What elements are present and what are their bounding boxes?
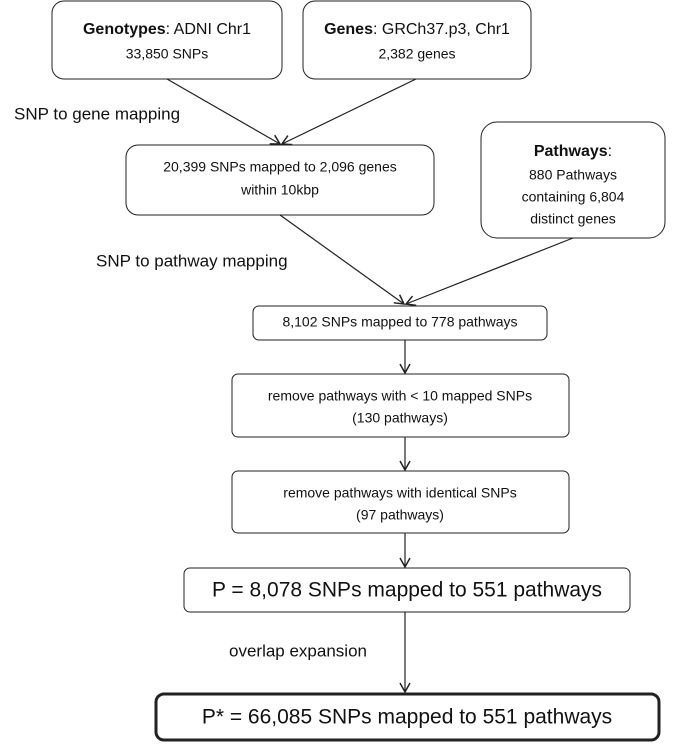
- node-box: [252, 305, 548, 341]
- node-title-bold: Genes: [324, 21, 373, 38]
- node-text: 8,102 SNPs mapped to 778 pathways: [282, 314, 517, 330]
- node-box: [125, 144, 435, 216]
- edge-label: overlap expansion: [229, 641, 367, 660]
- arrow: [404, 237, 574, 307]
- node-box: [231, 470, 570, 534]
- edge-label: SNP to gene mapping: [14, 104, 180, 123]
- node-text: 880 Pathways: [529, 167, 617, 183]
- node-text: P* = 66,085 SNPs mapped to 551 pathways: [202, 706, 612, 729]
- node-title-rest: :: [608, 143, 612, 160]
- node-box: [183, 567, 631, 613]
- node-text: remove pathways with < 10 mapped SNPs: [268, 388, 532, 404]
- node-text: remove pathways with identical SNPs: [283, 485, 516, 501]
- node-box: [154, 692, 661, 742]
- node-title-rest: : ADNI Chr1: [166, 21, 251, 38]
- node-text: containing 6,804: [522, 189, 625, 205]
- node-text: distinct genes: [530, 211, 616, 227]
- node-title: Pathways:: [534, 143, 612, 160]
- node-title: Genotypes: ADNI Chr1: [83, 21, 251, 38]
- node-box: [51, 0, 283, 80]
- node-box: [480, 121, 666, 239]
- arrow: [280, 78, 417, 146]
- node-text: 33,850 SNPs: [126, 46, 209, 62]
- arrow: [166, 78, 282, 145]
- node-text: within 10kbp: [240, 182, 319, 198]
- node-title-bold: Genotypes: [83, 21, 166, 38]
- node-title-bold: Pathways: [534, 143, 608, 160]
- node-title-rest: : GRCh37.p3, Chr1: [373, 21, 510, 38]
- node-text: P = 8,078 SNPs mapped to 551 pathways: [212, 579, 602, 602]
- node-text: 2,382 genes: [378, 46, 455, 62]
- node-title: Genes: GRCh37.p3, Chr1: [324, 21, 510, 38]
- node-box: [302, 0, 532, 80]
- node-text: (130 pathways): [352, 410, 448, 426]
- node-box: [231, 373, 570, 438]
- edge-label: SNP to pathway mapping: [96, 251, 288, 270]
- node-text: 20,399 SNPs mapped to 2,096 genes: [163, 159, 397, 175]
- node-text: (97 pathways): [356, 507, 444, 523]
- arrow: [279, 214, 406, 305]
